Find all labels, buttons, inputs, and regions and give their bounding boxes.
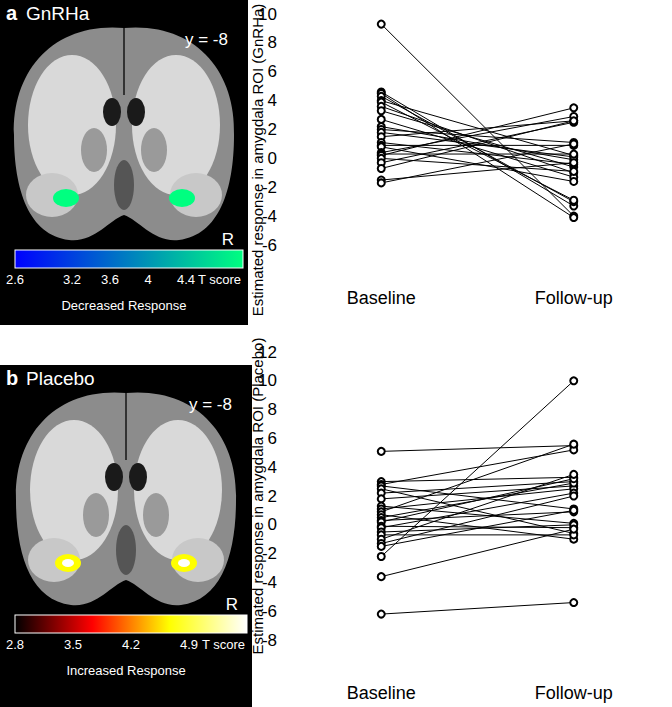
svg-text:4: 4 <box>268 458 277 477</box>
svg-text:R: R <box>222 230 234 249</box>
svg-text:6: 6 <box>268 62 277 81</box>
svg-text:0: 0 <box>268 149 277 168</box>
svg-text:2.6: 2.6 <box>6 272 24 287</box>
svg-text:4.2: 4.2 <box>122 637 140 652</box>
svg-text:Baseline: Baseline <box>347 288 416 308</box>
svg-text:y = -8: y = -8 <box>185 30 228 49</box>
svg-text:8: 8 <box>268 400 277 419</box>
svg-text:Increased Response: Increased Response <box>66 663 185 678</box>
svg-text:3.5: 3.5 <box>64 637 82 652</box>
svg-text:Baseline: Baseline <box>347 683 416 703</box>
svg-text:Follow-up: Follow-up <box>535 288 613 308</box>
svg-text:T score: T score <box>198 272 241 287</box>
svg-text:4.9: 4.9 <box>180 637 198 652</box>
svg-text:4: 4 <box>144 272 151 287</box>
svg-text:4: 4 <box>268 91 277 110</box>
svg-text:Follow-up: Follow-up <box>535 683 613 703</box>
svg-text:a: a <box>6 2 18 24</box>
svg-text:2.8: 2.8 <box>6 637 24 652</box>
svg-text:6: 6 <box>268 429 277 448</box>
svg-text:y = -8: y = -8 <box>189 395 232 414</box>
svg-text:0: 0 <box>268 515 277 534</box>
svg-text:GnRHa: GnRHa <box>26 3 90 24</box>
svg-text:3.2: 3.2 <box>63 272 81 287</box>
svg-text:T score: T score <box>202 637 245 652</box>
svg-text:Placebo: Placebo <box>26 368 95 389</box>
svg-text:b: b <box>6 367 18 389</box>
svg-text:3.6: 3.6 <box>101 272 119 287</box>
svg-text:2: 2 <box>268 120 277 139</box>
svg-text:2: 2 <box>268 487 277 506</box>
svg-text:4.4: 4.4 <box>177 272 195 287</box>
svg-text:8: 8 <box>268 33 277 52</box>
svg-text:R: R <box>226 595 238 614</box>
svg-text:Decreased Response: Decreased Response <box>61 298 186 313</box>
